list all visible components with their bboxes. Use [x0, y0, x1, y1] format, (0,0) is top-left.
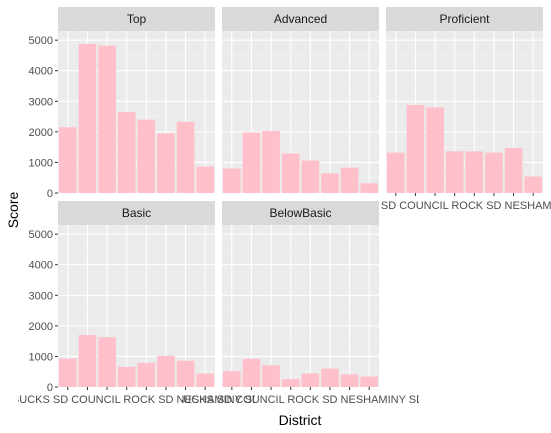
facet-strip — [58, 201, 215, 225]
bar — [176, 360, 195, 387]
bar — [176, 121, 195, 193]
bar — [78, 335, 97, 387]
bar — [222, 371, 241, 387]
bar — [281, 153, 300, 193]
facet-panel-proficient: Proficient BENSALEM TOWNSHIP SD BRISTOL B… — [0, 7, 551, 212]
y-tick-label: 0 — [47, 382, 53, 394]
bar — [242, 358, 261, 387]
x-tick-labels: BENSALEM TOWNSHIP SD BRISTOL BOROUGH SD … — [0, 394, 551, 406]
y-tick-label: 4000 — [29, 66, 53, 78]
bar — [485, 152, 503, 193]
facet-strip-label: Advanced — [274, 12, 327, 26]
bar — [340, 167, 359, 193]
facet-panel-advanced: Advanced — [222, 7, 379, 194]
facet-panel-top: Top 0 1000 2000 3000 4000 5000 — [29, 7, 215, 200]
bar — [157, 355, 175, 387]
y-tick-label: 0 — [47, 188, 53, 200]
facet-strip — [58, 7, 215, 31]
bar — [262, 130, 280, 193]
x-axis-title: District — [279, 412, 322, 428]
bar — [117, 112, 136, 193]
bar — [157, 133, 175, 193]
facet-strip-label: BelowBasic — [269, 206, 331, 220]
y-tick-label: 2000 — [29, 321, 53, 333]
bar — [340, 374, 359, 387]
bar — [117, 366, 136, 387]
x-tick-labels: BENSALEM TOWNSHIP SD BRISTOL BOROUGH SD … — [0, 200, 551, 212]
bar — [504, 147, 523, 193]
bar — [98, 45, 116, 194]
bar — [360, 376, 379, 387]
bar — [137, 362, 156, 387]
y-tick-label: 1000 — [29, 351, 53, 363]
facet-strip-label: Top — [127, 12, 147, 26]
bar — [465, 151, 484, 193]
bar — [242, 132, 261, 193]
bar — [137, 119, 156, 193]
x-tick-labels: BENSALEM TOWNSHIP SD BRISTOL BOROUGH SD … — [0, 394, 551, 406]
facet-strip-label: Basic — [122, 206, 151, 220]
bar — [524, 176, 543, 193]
facet-panel-belowbasic: BelowBasicBENSALEM TOWNSHIP SD BRISTOL B… — [0, 201, 551, 406]
bar — [445, 151, 464, 193]
bar — [262, 365, 280, 387]
y-tick-label: 3000 — [29, 290, 53, 302]
bar — [78, 43, 97, 193]
bar — [426, 107, 444, 193]
bar — [406, 104, 425, 193]
bar — [386, 152, 405, 193]
bar — [301, 160, 320, 193]
y-tick-label: 4000 — [29, 260, 53, 272]
bar — [196, 166, 215, 193]
facet-strip — [222, 7, 379, 31]
y-axis-title: Score — [5, 192, 21, 229]
y-tick-label: 1000 — [29, 157, 53, 169]
bar — [196, 373, 215, 387]
bar — [360, 183, 379, 193]
bar — [321, 368, 339, 387]
bar — [281, 379, 300, 387]
bar — [301, 373, 320, 387]
facet-panel-basic: Basic 0 1000 2000 3000 4000 5000 BENSALEM TOWNS… — [0, 201, 551, 406]
facet-strip-label: Proficient — [439, 12, 490, 26]
y-tick-label: 2000 — [29, 127, 53, 139]
y-tick-label: 3000 — [29, 96, 53, 108]
facet-strip — [222, 201, 379, 225]
bar — [321, 173, 339, 193]
y-tick-label: 5000 — [29, 35, 53, 47]
bar — [58, 358, 77, 387]
bar — [58, 127, 77, 193]
bar — [98, 337, 116, 387]
y-tick-label: 5000 — [29, 229, 53, 241]
facet-strip — [386, 7, 543, 31]
bar — [222, 168, 241, 193]
